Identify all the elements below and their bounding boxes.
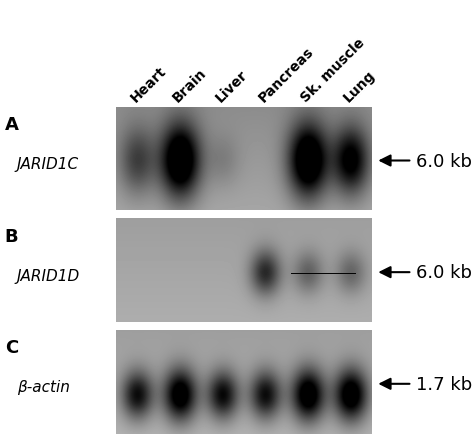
Text: B: B [5,227,18,245]
Text: JARID1C: JARID1C [17,157,79,172]
Text: Lung: Lung [341,68,378,105]
Text: C: C [5,339,18,357]
Text: A: A [5,116,18,134]
Text: 6.0 kb: 6.0 kb [416,264,472,282]
Text: Liver: Liver [213,68,250,105]
Text: 6.0 kb: 6.0 kb [416,152,472,170]
Text: 1.7 kb: 1.7 kb [416,375,473,393]
Text: Heart: Heart [128,64,169,105]
Text: JARID1D: JARID1D [17,268,80,283]
Text: Pancreas: Pancreas [255,45,316,105]
Text: Brain: Brain [170,66,210,105]
Text: Sk. muscle: Sk. muscle [298,36,367,105]
Text: β-actin: β-actin [17,380,70,395]
